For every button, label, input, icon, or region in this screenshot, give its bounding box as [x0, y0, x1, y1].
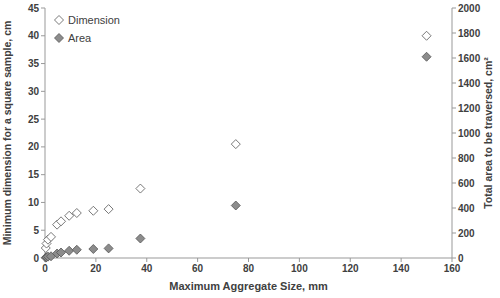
y2-tick-label: 1800: [458, 28, 481, 39]
y2-tick-label: 600: [458, 178, 475, 189]
y-tick: [41, 8, 45, 9]
point: [422, 31, 431, 40]
y2-tick: [452, 183, 456, 184]
legend: Dimension Area: [55, 14, 120, 44]
y2-tick-label: 1200: [458, 103, 481, 114]
legend-label: Dimension: [68, 14, 120, 26]
y-tick-label: 30: [28, 86, 40, 97]
point: [65, 246, 74, 255]
legend-marker: [55, 34, 64, 43]
x-tick-label: 60: [192, 263, 204, 274]
y2-tick: [452, 158, 456, 159]
y2-tick: [452, 258, 456, 259]
y2-tick: [452, 208, 456, 209]
point: [89, 245, 98, 254]
x-tick: [401, 258, 402, 262]
y2-tick: [452, 108, 456, 109]
point: [231, 201, 240, 210]
y-tick: [41, 230, 45, 231]
x-tick: [197, 258, 198, 262]
y2-tick-label: 1600: [458, 53, 481, 64]
y2-tick-label: 2000: [458, 3, 481, 14]
y-axis-line: [45, 8, 46, 258]
y-tick-label: 20: [28, 141, 40, 152]
x-tick: [146, 258, 147, 262]
y2-tick-label: 200: [458, 228, 475, 239]
y-tick: [41, 63, 45, 64]
x-tick-label: 100: [291, 263, 308, 274]
y2-tick: [452, 233, 456, 234]
point: [231, 140, 240, 149]
y-tick-label: 15: [28, 169, 40, 180]
y-axis-title: Minimum dimension for a square sample, c…: [1, 21, 13, 246]
y2-axis-title: Total area to be traversed, cm²: [482, 57, 494, 209]
point: [422, 52, 431, 61]
y-tick: [41, 35, 45, 36]
y2-tick: [452, 33, 456, 34]
y2-tick-label: 800: [458, 153, 475, 164]
point: [104, 244, 113, 253]
y-tick-label: 35: [28, 58, 40, 69]
x-tick-label: 0: [42, 263, 48, 274]
chart: 0204060801001201401600510152025303540450…: [0, 0, 500, 298]
y2-tick: [452, 8, 456, 9]
x-axis-title: Maximum Aggregate Size, mm: [169, 280, 328, 292]
x-tick-label: 20: [90, 263, 102, 274]
y2-tick-label: 1400: [458, 78, 481, 89]
y2-tick: [452, 58, 456, 59]
y-tick-label: 25: [28, 114, 40, 125]
y-tick-label: 45: [28, 3, 40, 14]
x-tick: [95, 258, 96, 262]
y2-tick: [452, 83, 456, 84]
y2-tick-label: 400: [458, 203, 475, 214]
point: [136, 184, 145, 193]
y2-tick-label: 0: [458, 253, 464, 264]
x-tick-label: 140: [393, 263, 410, 274]
y-tick-label: 0: [33, 253, 39, 264]
x-tick: [350, 258, 351, 262]
y-tick: [41, 91, 45, 92]
point: [89, 206, 98, 215]
y-tick: [41, 174, 45, 175]
legend-label: Area: [68, 32, 92, 44]
x-tick-label: 80: [243, 263, 255, 274]
x-tick-label: 160: [444, 263, 461, 274]
point: [57, 248, 66, 257]
x-tick-label: 40: [141, 263, 153, 274]
y-tick-label: 10: [28, 197, 40, 208]
x-tick: [248, 258, 249, 262]
point: [72, 209, 81, 218]
y-tick-label: 40: [28, 30, 40, 41]
point: [57, 217, 66, 226]
legend-marker: [55, 16, 64, 25]
x-tick-label: 120: [342, 263, 359, 274]
y2-tick-label: 1000: [458, 128, 481, 139]
y-tick: [41, 146, 45, 147]
y-tick-label: 5: [33, 225, 39, 236]
x-tick: [452, 258, 453, 262]
point: [47, 232, 56, 241]
x-tick: [299, 258, 300, 262]
point: [72, 245, 81, 254]
point: [104, 205, 113, 214]
plot-area: [41, 31, 431, 262]
y-tick: [41, 119, 45, 120]
point: [136, 234, 145, 243]
y-tick: [41, 202, 45, 203]
y2-tick: [452, 133, 456, 134]
